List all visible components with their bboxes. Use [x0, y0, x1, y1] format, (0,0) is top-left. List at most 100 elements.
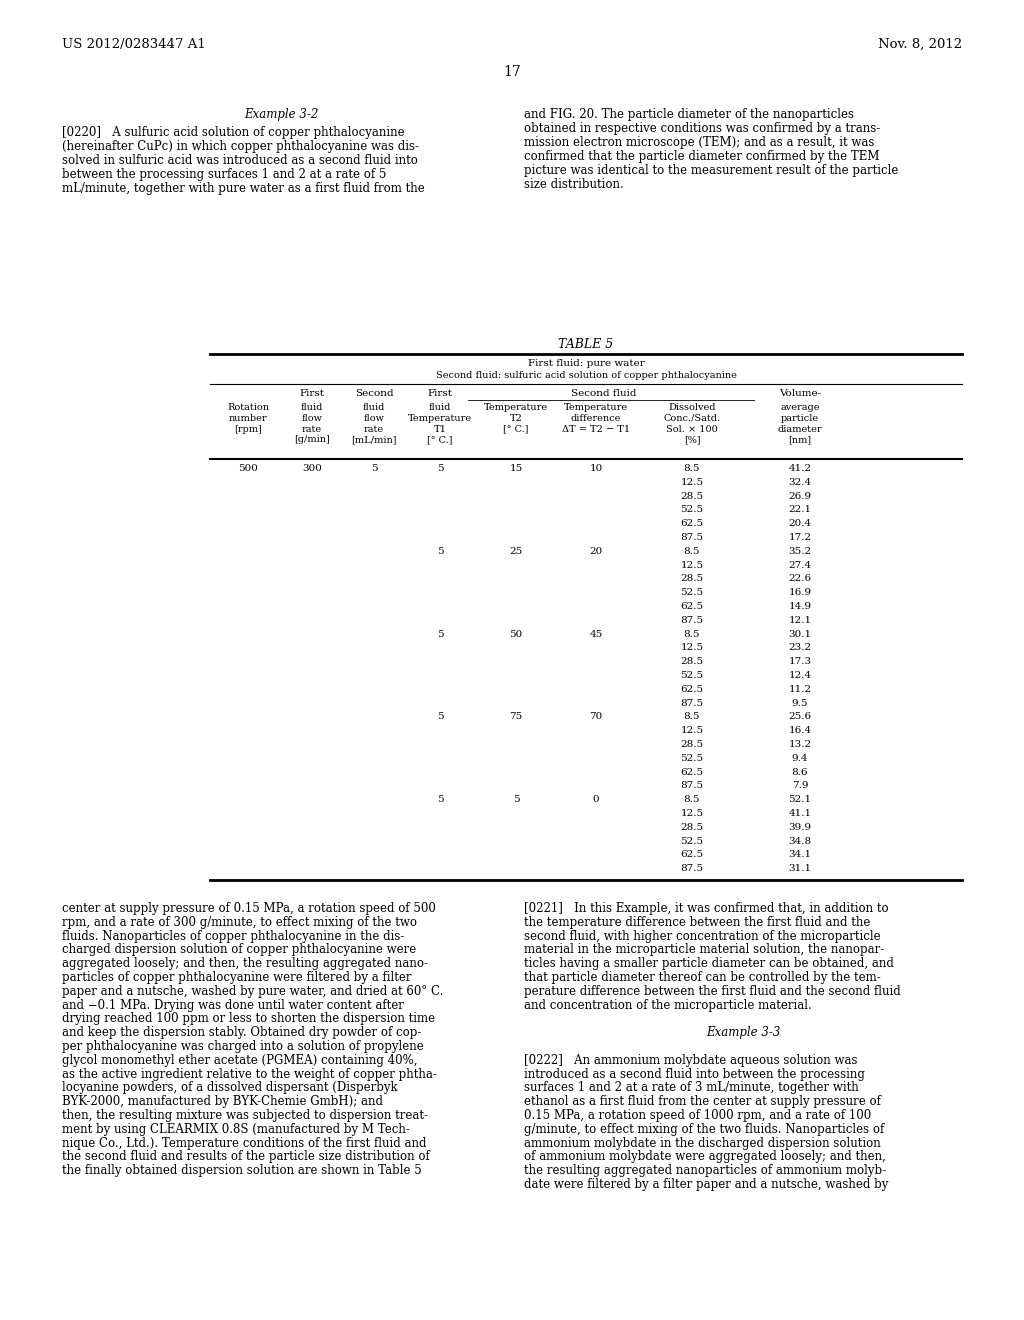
Text: Temperature
T2
[° C.]: Temperature T2 [° C.] [484, 403, 548, 433]
Text: fluid
flow
rate
[g/min]: fluid flow rate [g/min] [294, 403, 330, 445]
Text: 52.5: 52.5 [680, 589, 703, 597]
Text: 8.5: 8.5 [684, 795, 700, 804]
Text: 62.5: 62.5 [680, 850, 703, 859]
Text: 0: 0 [593, 795, 599, 804]
Text: 17.3: 17.3 [788, 657, 812, 667]
Text: 52.5: 52.5 [680, 506, 703, 515]
Text: 10: 10 [590, 465, 603, 473]
Text: that particle diameter thereof can be controlled by the tem-: that particle diameter thereof can be co… [524, 972, 881, 983]
Text: Second fluid: Second fluid [571, 389, 637, 399]
Text: nique Co., Ltd.). Temperature conditions of the first fluid and: nique Co., Ltd.). Temperature conditions… [62, 1137, 427, 1150]
Text: 16.9: 16.9 [788, 589, 812, 597]
Text: 87.5: 87.5 [680, 533, 703, 543]
Text: Example 3-2: Example 3-2 [244, 108, 318, 121]
Text: 14.9: 14.9 [788, 602, 812, 611]
Text: 52.5: 52.5 [680, 671, 703, 680]
Text: 20: 20 [590, 546, 603, 556]
Text: 0.15 MPa, a rotation speed of 1000 rpm, and a rate of 100: 0.15 MPa, a rotation speed of 1000 rpm, … [524, 1109, 871, 1122]
Text: 11.2: 11.2 [788, 685, 812, 694]
Text: First: First [427, 389, 453, 399]
Text: 22.6: 22.6 [788, 574, 812, 583]
Text: 12.5: 12.5 [680, 478, 703, 487]
Text: 34.8: 34.8 [788, 837, 812, 846]
Text: mL/minute, together with pure water as a first fluid from the: mL/minute, together with pure water as a… [62, 182, 425, 195]
Text: 52.5: 52.5 [680, 754, 703, 763]
Text: material in the microparticle material solution, the nanopar-: material in the microparticle material s… [524, 944, 885, 957]
Text: 5: 5 [436, 795, 443, 804]
Text: 8.6: 8.6 [792, 768, 808, 776]
Text: date were filtered by a filter paper and a nutsche, washed by: date were filtered by a filter paper and… [524, 1177, 889, 1191]
Text: 28.5: 28.5 [680, 822, 703, 832]
Text: 5: 5 [436, 465, 443, 473]
Text: as the active ingredient relative to the weight of copper phtha-: as the active ingredient relative to the… [62, 1068, 437, 1081]
Text: 12.5: 12.5 [680, 643, 703, 652]
Text: locyanine powders, of a dissolved dispersant (Disperbyk: locyanine powders, of a dissolved disper… [62, 1081, 397, 1094]
Text: center at supply pressure of 0.15 MPa, a rotation speed of 500: center at supply pressure of 0.15 MPa, a… [62, 902, 436, 915]
Text: Example 3-3: Example 3-3 [706, 1026, 780, 1039]
Text: BYK-2000, manufactured by BYK-Chemie GmbH); and: BYK-2000, manufactured by BYK-Chemie Gmb… [62, 1096, 383, 1109]
Text: confirmed that the particle diameter confirmed by the TEM: confirmed that the particle diameter con… [524, 150, 880, 162]
Text: 5: 5 [436, 546, 443, 556]
Text: 87.5: 87.5 [680, 865, 703, 874]
Text: 20.4: 20.4 [788, 519, 812, 528]
Text: introduced as a second fluid into between the processing: introduced as a second fluid into betwee… [524, 1068, 865, 1081]
Text: mission electron microscope (TEM); and as a result, it was: mission electron microscope (TEM); and a… [524, 136, 874, 149]
Text: 39.9: 39.9 [788, 822, 812, 832]
Text: Nov. 8, 2012: Nov. 8, 2012 [878, 38, 962, 51]
Text: fluids. Nanoparticles of copper phthalocyanine in the dis-: fluids. Nanoparticles of copper phthaloc… [62, 929, 404, 942]
Text: (hereinafter CuPc) in which copper phthalocyanine was dis-: (hereinafter CuPc) in which copper phtha… [62, 140, 419, 153]
Text: g/minute, to effect mixing of the two fluids. Nanoparticles of: g/minute, to effect mixing of the two fl… [524, 1123, 885, 1135]
Text: 16.4: 16.4 [788, 726, 812, 735]
Text: and −0.1 MPa. Drying was done until water content after: and −0.1 MPa. Drying was done until wate… [62, 999, 403, 1011]
Text: ment by using CLEARMIX 0.8S (manufactured by M Tech-: ment by using CLEARMIX 0.8S (manufacture… [62, 1123, 410, 1135]
Text: 5: 5 [436, 630, 443, 639]
Text: 30.1: 30.1 [788, 630, 812, 639]
Text: First fluid: pure water: First fluid: pure water [527, 359, 644, 368]
Text: 25.6: 25.6 [788, 713, 812, 722]
Text: drying reached 100 ppm or less to shorten the dispersion time: drying reached 100 ppm or less to shorte… [62, 1012, 435, 1026]
Text: 87.5: 87.5 [680, 616, 703, 624]
Text: Volume-: Volume- [779, 389, 821, 399]
Text: 12.5: 12.5 [680, 561, 703, 570]
Text: 8.5: 8.5 [684, 713, 700, 722]
Text: the temperature difference between the first fluid and the: the temperature difference between the f… [524, 916, 870, 929]
Text: 87.5: 87.5 [680, 781, 703, 791]
Text: size distribution.: size distribution. [524, 178, 624, 191]
Text: 75: 75 [509, 713, 522, 722]
Text: perature difference between the first fluid and the second fluid: perature difference between the first fl… [524, 985, 901, 998]
Text: 41.1: 41.1 [788, 809, 812, 818]
Text: 28.5: 28.5 [680, 491, 703, 500]
Text: and concentration of the microparticle material.: and concentration of the microparticle m… [524, 999, 812, 1011]
Text: 12.4: 12.4 [788, 671, 812, 680]
Text: [0221]   In this Example, it was confirmed that, in addition to: [0221] In this Example, it was confirmed… [524, 902, 889, 915]
Text: 31.1: 31.1 [788, 865, 812, 874]
Text: ticles having a smaller particle diameter can be obtained, and: ticles having a smaller particle diamete… [524, 957, 894, 970]
Text: 41.2: 41.2 [788, 465, 812, 473]
Text: 28.5: 28.5 [680, 657, 703, 667]
Text: obtained in respective conditions was confirmed by a trans-: obtained in respective conditions was co… [524, 121, 881, 135]
Text: picture was identical to the measurement result of the particle: picture was identical to the measurement… [524, 164, 898, 177]
Text: particles of copper phthalocyanine were filtered by a filter: particles of copper phthalocyanine were … [62, 972, 412, 983]
Text: Dissolved
Conc./Satd.
Sol. × 100
[%]: Dissolved Conc./Satd. Sol. × 100 [%] [664, 403, 721, 445]
Text: 70: 70 [590, 713, 603, 722]
Text: per phthalocyanine was charged into a solution of propylene: per phthalocyanine was charged into a so… [62, 1040, 424, 1053]
Text: between the processing surfaces 1 and 2 at a rate of 5: between the processing surfaces 1 and 2 … [62, 168, 386, 181]
Text: 52.5: 52.5 [680, 837, 703, 846]
Text: 23.2: 23.2 [788, 643, 812, 652]
Text: 500: 500 [238, 465, 258, 473]
Text: surfaces 1 and 2 at a rate of 3 mL/minute, together with: surfaces 1 and 2 at a rate of 3 mL/minut… [524, 1081, 859, 1094]
Text: 87.5: 87.5 [680, 698, 703, 708]
Text: ammonium molybdate in the discharged dispersion solution: ammonium molybdate in the discharged dis… [524, 1137, 881, 1150]
Text: 12.1: 12.1 [788, 616, 812, 624]
Text: Second fluid: sulfuric acid solution of copper phthalocyanine: Second fluid: sulfuric acid solution of … [435, 371, 736, 380]
Text: 62.5: 62.5 [680, 768, 703, 776]
Text: the second fluid and results of the particle size distribution of: the second fluid and results of the part… [62, 1151, 430, 1163]
Text: 5: 5 [513, 795, 519, 804]
Text: [0220]   A sulfuric acid solution of copper phthalocyanine: [0220] A sulfuric acid solution of coppe… [62, 125, 404, 139]
Text: 34.1: 34.1 [788, 850, 812, 859]
Text: and FIG. 20. The particle diameter of the nanoparticles: and FIG. 20. The particle diameter of th… [524, 108, 854, 121]
Text: Temperature
difference
ΔT = T2 − T1: Temperature difference ΔT = T2 − T1 [562, 403, 630, 433]
Text: 17: 17 [503, 65, 521, 79]
Text: 22.1: 22.1 [788, 506, 812, 515]
Text: 52.1: 52.1 [788, 795, 812, 804]
